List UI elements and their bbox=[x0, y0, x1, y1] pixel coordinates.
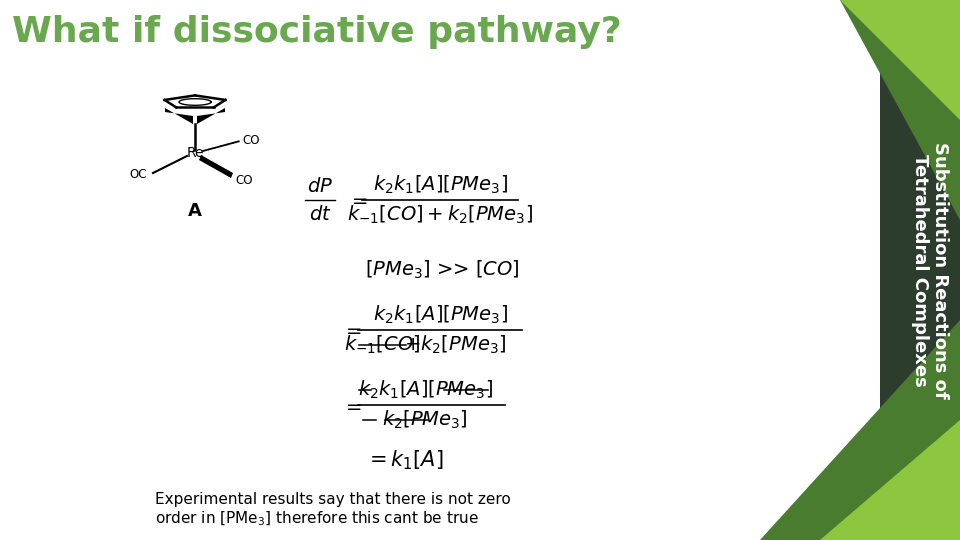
Polygon shape bbox=[820, 420, 960, 540]
Text: $k_2[PMe_3]$: $k_2[PMe_3]$ bbox=[382, 409, 468, 431]
Polygon shape bbox=[165, 108, 193, 124]
Text: What if dissociative pathway?: What if dissociative pathway? bbox=[12, 15, 622, 49]
Text: Re: Re bbox=[187, 146, 204, 160]
Text: $+ k_2[PMe_3]$: $+ k_2[PMe_3]$ bbox=[404, 334, 506, 356]
Text: $\mathit{dt}$: $\mathit{dt}$ bbox=[309, 206, 331, 225]
Polygon shape bbox=[199, 155, 233, 178]
Polygon shape bbox=[760, 320, 960, 540]
Text: $[PMe_3]$ >> $[CO]$: $[PMe_3]$ >> $[CO]$ bbox=[365, 259, 519, 281]
Text: CO: CO bbox=[235, 174, 252, 187]
Text: $=$: $=$ bbox=[342, 395, 362, 415]
Text: $k_{-1}[CO]$: $k_{-1}[CO]$ bbox=[344, 334, 420, 356]
Text: $k_2k_1[A][PMe_3]$: $k_2k_1[A][PMe_3]$ bbox=[372, 304, 508, 326]
Text: CO: CO bbox=[242, 133, 259, 146]
Text: A: A bbox=[188, 202, 202, 220]
Bar bbox=[880, 0, 960, 540]
Text: $= k_1[A]$: $= k_1[A]$ bbox=[365, 448, 444, 472]
Polygon shape bbox=[197, 108, 225, 124]
Text: $=$: $=$ bbox=[342, 321, 362, 340]
Polygon shape bbox=[840, 0, 960, 220]
Text: Substitution Reactions of
Tetrahedral Complexes: Substitution Reactions of Tetrahedral Co… bbox=[911, 141, 949, 399]
Text: $\mathit{dP}$: $\mathit{dP}$ bbox=[307, 177, 333, 195]
Text: OC: OC bbox=[130, 168, 147, 181]
Text: Experimental results say that there is not zero
order in [PMe$_3$] therefore thi: Experimental results say that there is n… bbox=[155, 492, 511, 528]
Text: $=$: $=$ bbox=[348, 191, 369, 210]
Text: $k_2k_1[A][PMe_3]$: $k_2k_1[A][PMe_3]$ bbox=[372, 174, 508, 196]
Text: $k_{-1}[CO] + k_2[PMe_3]$: $k_{-1}[CO] + k_2[PMe_3]$ bbox=[348, 204, 533, 226]
Text: $k_2k_1[A][PMe_3]$: $k_2k_1[A][PMe_3]$ bbox=[357, 379, 492, 401]
Polygon shape bbox=[840, 0, 960, 120]
